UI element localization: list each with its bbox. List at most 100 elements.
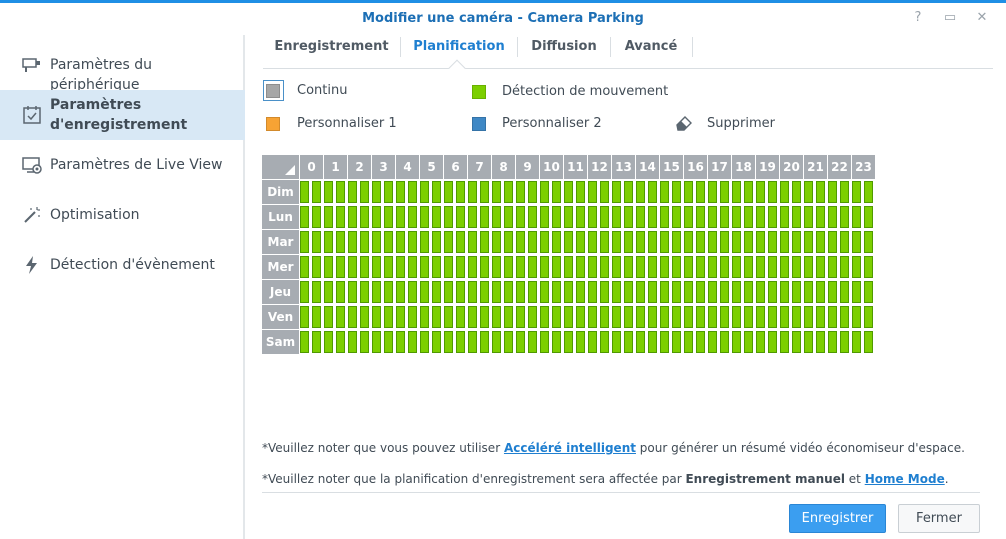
schedule-cell[interactable] [540, 206, 549, 228]
day-header[interactable]: Jeu [262, 280, 299, 304]
schedule-cell[interactable] [780, 331, 789, 353]
schedule-cell[interactable] [600, 181, 609, 203]
schedule-cell[interactable] [504, 281, 513, 303]
schedule-cell[interactable] [672, 281, 681, 303]
schedule-cell[interactable] [384, 331, 393, 353]
schedule-cell[interactable] [432, 331, 441, 353]
schedule-cell[interactable] [504, 181, 513, 203]
schedule-cell[interactable] [852, 306, 861, 328]
schedule-cell[interactable] [696, 281, 705, 303]
schedule-cell[interactable] [528, 206, 537, 228]
schedule-cell[interactable] [528, 256, 537, 278]
schedule-cell[interactable] [864, 256, 873, 278]
schedule-cell[interactable] [432, 281, 441, 303]
schedule-cell[interactable] [504, 306, 513, 328]
schedule-cell[interactable] [516, 331, 525, 353]
schedule-cell[interactable] [864, 281, 873, 303]
schedule-cell[interactable] [636, 256, 645, 278]
schedule-cell[interactable] [432, 231, 441, 253]
legend-custom-1[interactable]: Personnaliser 1 [266, 116, 397, 132]
schedule-cell[interactable] [792, 206, 801, 228]
schedule-cell[interactable] [636, 206, 645, 228]
schedule-cell[interactable] [612, 256, 621, 278]
schedule-cell[interactable] [372, 181, 381, 203]
schedule-cell[interactable] [744, 281, 753, 303]
schedule-cell[interactable] [792, 281, 801, 303]
schedule-cell[interactable] [804, 331, 813, 353]
schedule-cell[interactable] [300, 206, 309, 228]
schedule-cell[interactable] [300, 256, 309, 278]
schedule-cell[interactable] [480, 281, 489, 303]
schedule-cell[interactable] [660, 181, 669, 203]
schedule-cell[interactable] [780, 306, 789, 328]
schedule-cell[interactable] [840, 306, 849, 328]
schedule-cell[interactable] [828, 256, 837, 278]
schedule-cell[interactable] [336, 256, 345, 278]
schedule-cell[interactable] [732, 206, 741, 228]
hour-header[interactable]: 9 [516, 155, 539, 179]
schedule-cell[interactable] [384, 181, 393, 203]
hour-header[interactable]: 1 [324, 155, 347, 179]
schedule-cell[interactable] [612, 306, 621, 328]
schedule-cell[interactable] [348, 256, 357, 278]
legend-motion-detection[interactable]: Détection de mouvement [472, 84, 668, 100]
schedule-cell[interactable] [420, 231, 429, 253]
day-header[interactable]: Mar [262, 230, 299, 254]
schedule-cell[interactable] [756, 231, 765, 253]
schedule-cell[interactable] [636, 331, 645, 353]
day-header[interactable]: Dim [262, 180, 299, 204]
schedule-cell[interactable] [348, 281, 357, 303]
schedule-cell[interactable] [348, 331, 357, 353]
schedule-cell[interactable] [696, 181, 705, 203]
schedule-cell[interactable] [324, 306, 333, 328]
schedule-cell[interactable] [360, 181, 369, 203]
schedule-cell[interactable] [468, 306, 477, 328]
schedule-cell[interactable] [720, 181, 729, 203]
schedule-cell[interactable] [372, 331, 381, 353]
schedule-cell[interactable] [816, 181, 825, 203]
sidebar-item-optimisation[interactable]: Optimisation [0, 200, 245, 230]
schedule-cell[interactable] [444, 206, 453, 228]
schedule-cell[interactable] [816, 256, 825, 278]
schedule-cell[interactable] [516, 231, 525, 253]
schedule-cell[interactable] [564, 256, 573, 278]
schedule-cell[interactable] [828, 231, 837, 253]
schedule-cell[interactable] [636, 306, 645, 328]
schedule-cell[interactable] [336, 231, 345, 253]
schedule-cell[interactable] [732, 281, 741, 303]
schedule-cell[interactable] [672, 256, 681, 278]
day-header[interactable]: Lun [262, 205, 299, 229]
schedule-cell[interactable] [420, 306, 429, 328]
schedule-cell[interactable] [576, 181, 585, 203]
schedule-cell[interactable] [708, 306, 717, 328]
schedule-cell[interactable] [552, 281, 561, 303]
schedule-cell[interactable] [624, 256, 633, 278]
schedule-cell[interactable] [852, 181, 861, 203]
schedule-cell[interactable] [576, 281, 585, 303]
schedule-cell[interactable] [684, 206, 693, 228]
schedule-cell[interactable] [492, 206, 501, 228]
schedule-cell[interactable] [492, 231, 501, 253]
schedule-cell[interactable] [456, 306, 465, 328]
schedule-cell[interactable] [600, 231, 609, 253]
schedule-cell[interactable] [468, 231, 477, 253]
schedule-cell[interactable] [528, 181, 537, 203]
schedule-cell[interactable] [612, 206, 621, 228]
schedule-cell[interactable] [852, 256, 861, 278]
schedule-cell[interactable] [744, 181, 753, 203]
schedule-cell[interactable] [780, 206, 789, 228]
schedule-cell[interactable] [552, 331, 561, 353]
schedule-cell[interactable] [360, 206, 369, 228]
schedule-cell[interactable] [444, 231, 453, 253]
schedule-cell[interactable] [312, 206, 321, 228]
schedule-cell[interactable] [684, 256, 693, 278]
schedule-cell[interactable] [588, 306, 597, 328]
hour-header[interactable]: 2 [348, 155, 371, 179]
schedule-cell[interactable] [408, 281, 417, 303]
schedule-cell[interactable] [372, 256, 381, 278]
day-header[interactable]: Sam [262, 330, 299, 354]
schedule-cell[interactable] [420, 331, 429, 353]
schedule-cell[interactable] [384, 231, 393, 253]
day-header[interactable]: Mer [262, 255, 299, 279]
schedule-cell[interactable] [804, 206, 813, 228]
